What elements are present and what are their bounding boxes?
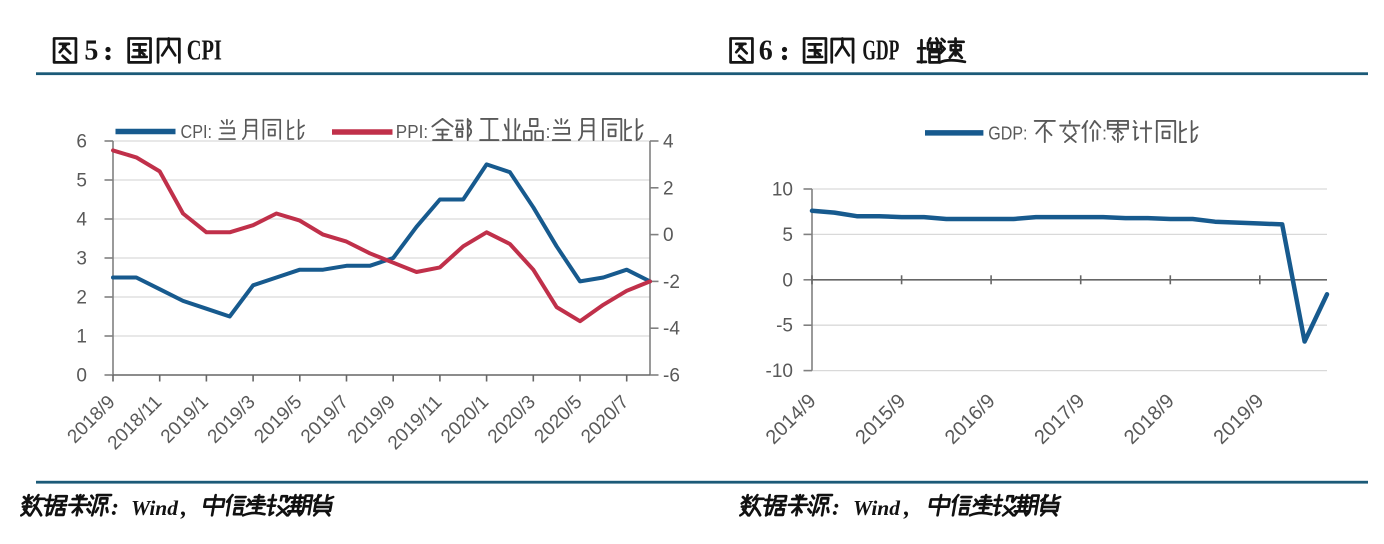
svg-text:Wind: Wind [131,496,179,520]
svg-text:-6: -6 [663,366,680,387]
svg-text:0: 0 [782,270,793,291]
svg-text::: : [546,122,551,142]
svg-text:-5: -5 [776,316,793,337]
svg-text:-10: -10 [766,361,793,382]
svg-text:3: 3 [76,249,87,270]
svg-text:4: 4 [663,132,674,153]
svg-text:0: 0 [663,225,674,246]
svg-text:6: 6 [759,36,773,67]
svg-text:Wind: Wind [853,496,901,520]
svg-text:5: 5 [84,36,98,67]
svg-text:5: 5 [76,171,87,192]
svg-text:5: 5 [782,225,793,246]
svg-text:4: 4 [76,210,87,231]
svg-text:-2: -2 [663,272,680,293]
svg-text:GDP:: GDP: [988,124,1027,144]
svg-text:,: , [180,495,187,521]
svg-text:10: 10 [772,180,793,201]
svg-text::: : [832,495,840,521]
svg-text:CPI: CPI [187,36,222,67]
svg-text:6: 6 [76,132,87,153]
svg-text:PPI:: PPI: [396,122,428,142]
svg-text:0: 0 [76,366,87,387]
svg-text::: : [111,495,119,521]
svg-text:CPI:: CPI: [181,122,213,142]
svg-text::: : [1102,124,1107,144]
svg-text:1: 1 [76,327,87,348]
svg-text:-4: -4 [663,319,680,340]
svg-text:,: , [903,495,910,521]
svg-text:2: 2 [663,178,674,199]
svg-text:2: 2 [76,288,87,309]
svg-text:GDP: GDP [862,36,899,67]
